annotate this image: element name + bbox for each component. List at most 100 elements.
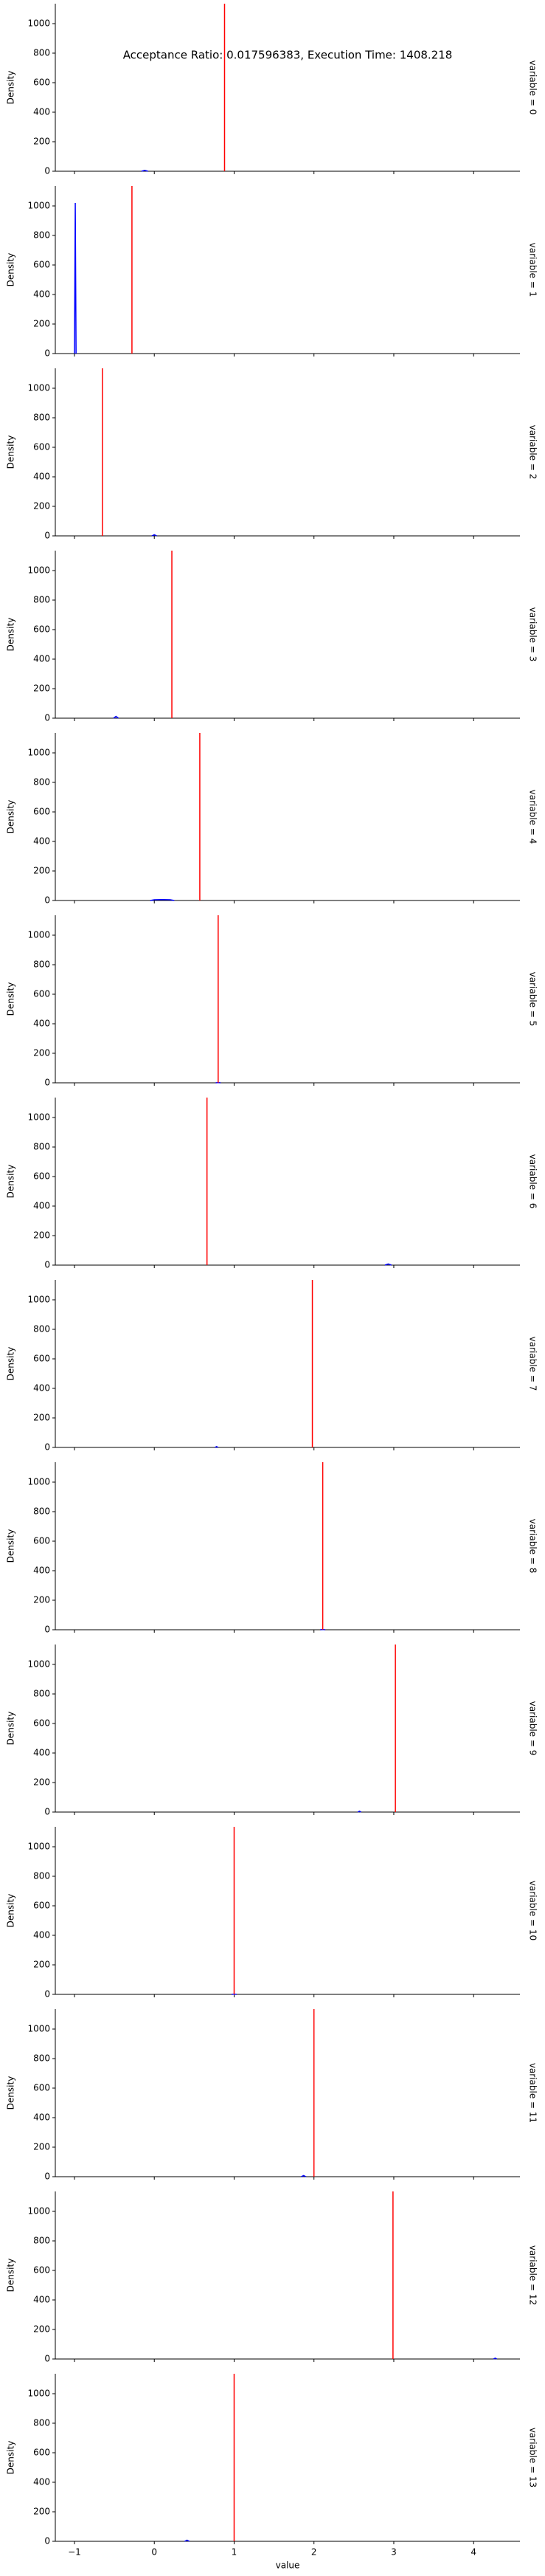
y-axis-label: Density bbox=[6, 253, 16, 287]
y-tick-label: 200 bbox=[33, 137, 50, 147]
y-tick-label: 800 bbox=[33, 413, 50, 423]
facet-label: variable = 9 bbox=[528, 1701, 538, 1756]
y-tick-label: 1000 bbox=[27, 1112, 50, 1123]
y-tick-label: 0 bbox=[44, 1078, 50, 1088]
x-axis-label: value bbox=[276, 2560, 300, 2571]
y-axis-label: Density bbox=[6, 1165, 16, 1199]
y-tick-label: 800 bbox=[33, 960, 50, 970]
density-line bbox=[74, 202, 77, 354]
y-tick-label: 400 bbox=[33, 1201, 50, 1211]
y-tick-label: 200 bbox=[33, 2142, 50, 2152]
y-tick-label: 600 bbox=[33, 1354, 50, 1364]
y-axis-label: Density bbox=[6, 618, 16, 652]
facet-label: variable = 0 bbox=[528, 61, 538, 115]
y-tick-label: 1000 bbox=[27, 18, 50, 29]
facet-label: variable = 5 bbox=[528, 972, 538, 1027]
y-tick-label: 1000 bbox=[27, 1295, 50, 1305]
y-tick-label: 0 bbox=[44, 895, 50, 906]
x-tick-label: 4 bbox=[471, 2547, 476, 2558]
facet-label: variable = 11 bbox=[528, 2063, 538, 2123]
density-line bbox=[301, 2174, 307, 2177]
y-tick-label: 800 bbox=[33, 48, 50, 58]
y-tick-label: 600 bbox=[33, 1536, 50, 1546]
y-axis-label: Density bbox=[6, 982, 16, 1016]
y-tick-label: 800 bbox=[33, 1689, 50, 1699]
y-tick-label: 600 bbox=[33, 1718, 50, 1729]
y-tick-label: 1000 bbox=[27, 748, 50, 758]
y-tick-label: 0 bbox=[44, 1625, 50, 1635]
y-tick-label: 800 bbox=[33, 1871, 50, 1881]
chart-title: Acceptance Ratio: 0.017596383, Execution… bbox=[123, 49, 453, 62]
y-tick-label: 400 bbox=[33, 2112, 50, 2123]
y-tick-label: 200 bbox=[33, 319, 50, 329]
facet-label: variable = 3 bbox=[528, 607, 538, 662]
y-tick-label: 1000 bbox=[27, 1477, 50, 1487]
y-tick-label: 600 bbox=[33, 807, 50, 817]
y-tick-label: 200 bbox=[33, 1595, 50, 1605]
y-tick-label: 800 bbox=[33, 2236, 50, 2246]
y-axis-label: Density bbox=[6, 435, 16, 469]
y-tick-label: 800 bbox=[33, 1506, 50, 1517]
density-line bbox=[151, 534, 157, 537]
x-tick-label: 3 bbox=[391, 2547, 397, 2558]
y-tick-label: 400 bbox=[33, 1019, 50, 1029]
y-tick-label: 800 bbox=[33, 595, 50, 605]
y-tick-label: 1000 bbox=[27, 565, 50, 576]
y-tick-label: 0 bbox=[44, 713, 50, 723]
facet-label: variable = 4 bbox=[528, 790, 538, 844]
y-tick-label: 600 bbox=[33, 2448, 50, 2458]
y-axis-label: Density bbox=[6, 800, 16, 834]
density-line bbox=[493, 2357, 497, 2360]
y-tick-label: 400 bbox=[33, 1383, 50, 1394]
y-tick-label: 800 bbox=[33, 230, 50, 241]
y-tick-label: 0 bbox=[44, 1807, 50, 1817]
density-line bbox=[384, 1263, 392, 1266]
y-tick-label: 600 bbox=[33, 78, 50, 88]
y-tick-label: 200 bbox=[33, 2507, 50, 2517]
density-line bbox=[113, 715, 119, 719]
x-tick-label: −1 bbox=[68, 2547, 81, 2558]
y-tick-label: 0 bbox=[44, 1989, 50, 2000]
y-tick-label: 200 bbox=[33, 866, 50, 876]
y-tick-label: 200 bbox=[33, 501, 50, 512]
y-tick-label: 600 bbox=[33, 1901, 50, 1911]
y-tick-label: 600 bbox=[33, 2265, 50, 2276]
y-axis-label: Density bbox=[6, 2259, 16, 2293]
y-axis-label: Density bbox=[6, 1712, 16, 1746]
y-tick-label: 400 bbox=[33, 2295, 50, 2305]
y-tick-label: 600 bbox=[33, 260, 50, 270]
y-tick-label: 800 bbox=[33, 777, 50, 788]
y-tick-label: 600 bbox=[33, 1171, 50, 1182]
y-tick-label: 600 bbox=[33, 989, 50, 999]
y-tick-label: 0 bbox=[44, 2172, 50, 2182]
y-tick-label: 1000 bbox=[27, 1842, 50, 1852]
facet-label: variable = 13 bbox=[528, 2428, 538, 2487]
y-tick-label: 600 bbox=[33, 442, 50, 452]
y-tick-label: 400 bbox=[33, 107, 50, 117]
y-tick-label: 0 bbox=[44, 2536, 50, 2546]
y-tick-label: 1000 bbox=[27, 2206, 50, 2217]
facet-label: variable = 6 bbox=[528, 1154, 538, 1209]
y-tick-label: 200 bbox=[33, 683, 50, 694]
y-tick-label: 0 bbox=[44, 1260, 50, 1270]
y-tick-label: 1000 bbox=[27, 2389, 50, 2399]
facet-label: variable = 8 bbox=[528, 1519, 538, 1574]
density-line bbox=[357, 1810, 361, 1813]
y-tick-label: 800 bbox=[33, 2053, 50, 2064]
density-line bbox=[184, 2539, 190, 2542]
y-tick-label: 200 bbox=[33, 1230, 50, 1241]
y-tick-label: 0 bbox=[44, 531, 50, 541]
y-axis-label: Density bbox=[6, 2441, 16, 2475]
y-tick-label: 200 bbox=[33, 1413, 50, 1423]
y-tick-label: 400 bbox=[33, 836, 50, 847]
y-tick-label: 800 bbox=[33, 2418, 50, 2428]
facet-label: variable = 12 bbox=[528, 2245, 538, 2305]
y-tick-label: 1000 bbox=[27, 201, 50, 211]
y-tick-label: 400 bbox=[33, 1930, 50, 1940]
y-tick-label: 1000 bbox=[27, 1659, 50, 1670]
facet-label: variable = 2 bbox=[528, 425, 538, 480]
y-tick-label: 800 bbox=[33, 1142, 50, 1152]
y-tick-label: 400 bbox=[33, 472, 50, 482]
y-axis-label: Density bbox=[6, 1529, 16, 1563]
y-tick-label: 1000 bbox=[27, 2024, 50, 2034]
